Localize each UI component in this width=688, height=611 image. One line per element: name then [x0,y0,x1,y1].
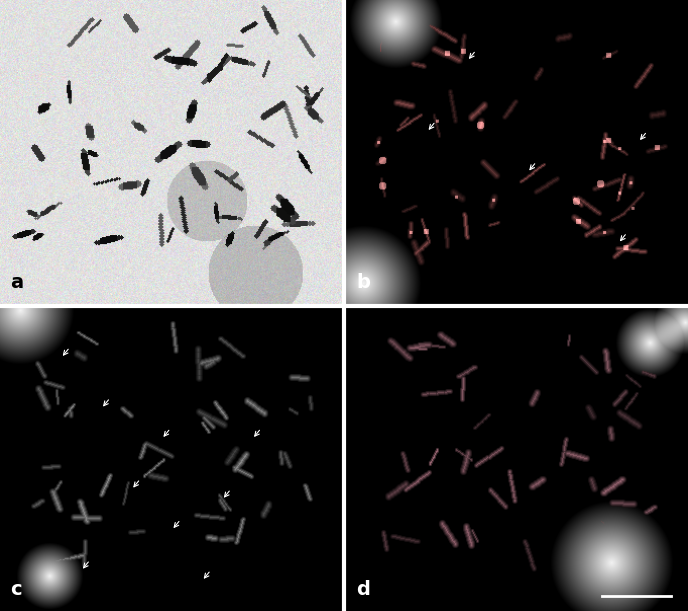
Text: d: d [356,580,370,599]
Text: b: b [356,273,370,292]
Text: a: a [10,273,23,292]
Text: c: c [10,580,22,599]
